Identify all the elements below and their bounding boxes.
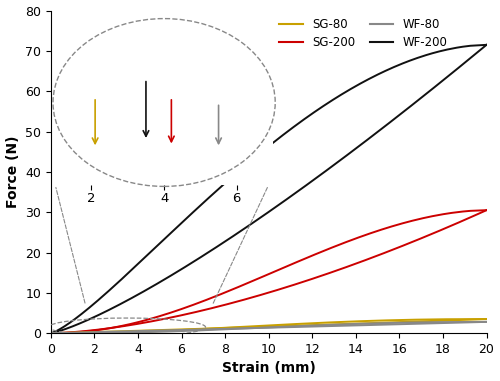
- Y-axis label: Force (N): Force (N): [6, 136, 20, 208]
- Legend: SG-80, SG-200, WF-80, WF-200: SG-80, SG-200, WF-80, WF-200: [274, 13, 452, 53]
- X-axis label: Strain (mm): Strain (mm): [222, 362, 316, 375]
